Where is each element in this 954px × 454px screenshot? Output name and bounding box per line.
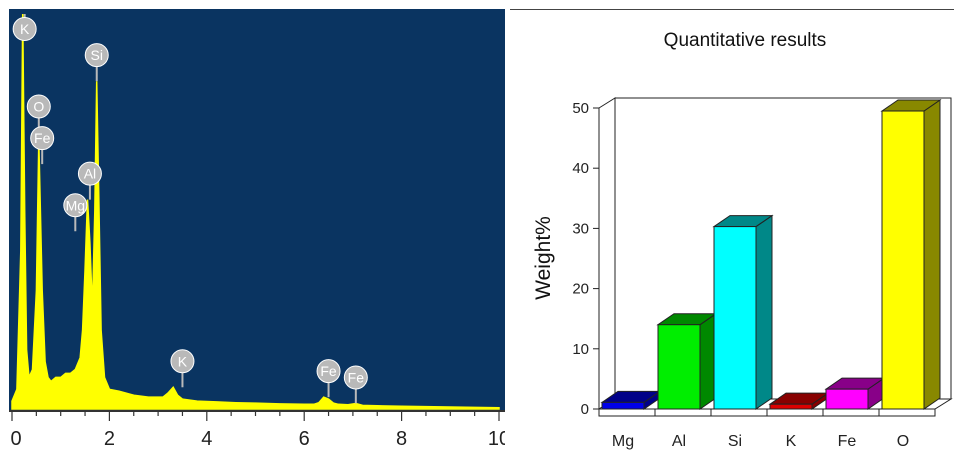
bar-front — [825, 388, 869, 410]
peak-label-si: Si — [84, 43, 109, 82]
spectrum-x-tick-label: 8 — [396, 428, 407, 450]
peak-label-text: Si — [91, 47, 103, 63]
peak-label-bubble — [170, 349, 195, 374]
x-tick-label: Mg — [612, 433, 634, 450]
peak-label-o: O — [26, 94, 51, 133]
y-tick-label: 10 — [572, 341, 589, 358]
peak-label-bubble — [77, 161, 102, 186]
bar-front — [713, 226, 757, 410]
peak-label-text: Fe — [320, 363, 337, 379]
bar-side — [755, 214, 773, 410]
peak-label-text: Al — [84, 166, 96, 182]
eds-spectrum-chart: K Si O Fe Al Mg K Fe Fe 0 2 4 6 8 10 — [9, 9, 505, 454]
x-axis-ticks: Mg Al Si K Fe O — [612, 409, 936, 450]
peak-label-text: Fe — [348, 369, 365, 385]
quantitative-results-chart: Quantitative results Weight% 0 10 20 30 40 50… — [532, 30, 953, 450]
x-tick-label: K — [786, 433, 797, 450]
peak-label-text: O — [33, 99, 44, 115]
peak-label-bubble — [84, 43, 109, 68]
spectrum-x-tick-label: 4 — [201, 428, 212, 450]
y-axis-ticks: 0 10 20 30 40 50 — [572, 100, 599, 418]
bar-front — [601, 401, 645, 410]
spectrum-x-tick-label: 2 — [104, 428, 115, 450]
peak-label-k: K — [12, 14, 37, 41]
spectrum-x-tick-label: 10 — [488, 428, 505, 450]
peak-label-text: K — [20, 21, 30, 37]
peak-label-text: K — [178, 353, 188, 369]
peak-label-al: Al — [77, 161, 102, 200]
y-tick-label: 20 — [572, 281, 589, 298]
top-border-line — [510, 9, 954, 10]
peak-labels: K Si O Fe Al Mg K Fe Fe — [12, 14, 368, 404]
peak-label-text: Mg — [66, 197, 85, 213]
x-tick-label: Al — [672, 433, 686, 450]
peak-label-bubble — [63, 193, 88, 218]
y-axis-label: Weight% — [532, 216, 555, 300]
bar-fe — [824, 377, 886, 410]
x-tick-label: O — [897, 433, 909, 450]
bar-side — [923, 99, 941, 410]
peak-label-bubble — [316, 359, 341, 384]
peak-label-fe: Fe — [30, 126, 55, 165]
peak-label-k: K — [170, 349, 195, 388]
spectrum-x-ticks: 0 2 4 6 8 10 — [10, 411, 505, 450]
spectrum-line — [11, 13, 500, 410]
chart-title: Quantitative results — [664, 30, 827, 51]
peak-label-bubble — [12, 17, 37, 41]
peak-label-fe: Fe — [343, 365, 368, 404]
bar-o — [880, 99, 942, 410]
y-tick-label: 30 — [572, 220, 589, 237]
bar-front — [657, 324, 701, 410]
bar-mg — [600, 390, 662, 410]
x-tick-label: Fe — [838, 433, 857, 450]
bar-al — [656, 312, 718, 410]
left-wall — [598, 97, 616, 410]
spectrum-x-tick-label: 6 — [299, 428, 310, 450]
peak-label-text: Fe — [34, 130, 51, 146]
x-tick-label: Si — [728, 433, 742, 450]
bar-front — [769, 403, 813, 410]
peak-label-bubble — [343, 365, 368, 390]
peak-label-bubble — [26, 94, 51, 119]
bar-front — [881, 110, 925, 410]
spectrum-axis-band — [9, 410, 505, 454]
y-tick-label: 50 — [572, 100, 589, 117]
peak-label-mg: Mg — [63, 193, 88, 232]
peak-label-bubble — [30, 126, 55, 151]
spectrum-x-tick-label: 0 — [10, 428, 21, 450]
peak-label-fe: Fe — [316, 359, 341, 398]
y-tick-label: 40 — [572, 160, 589, 177]
y-tick-label: 0 — [581, 401, 589, 418]
bar-si — [712, 214, 774, 410]
bar-series — [600, 99, 942, 410]
